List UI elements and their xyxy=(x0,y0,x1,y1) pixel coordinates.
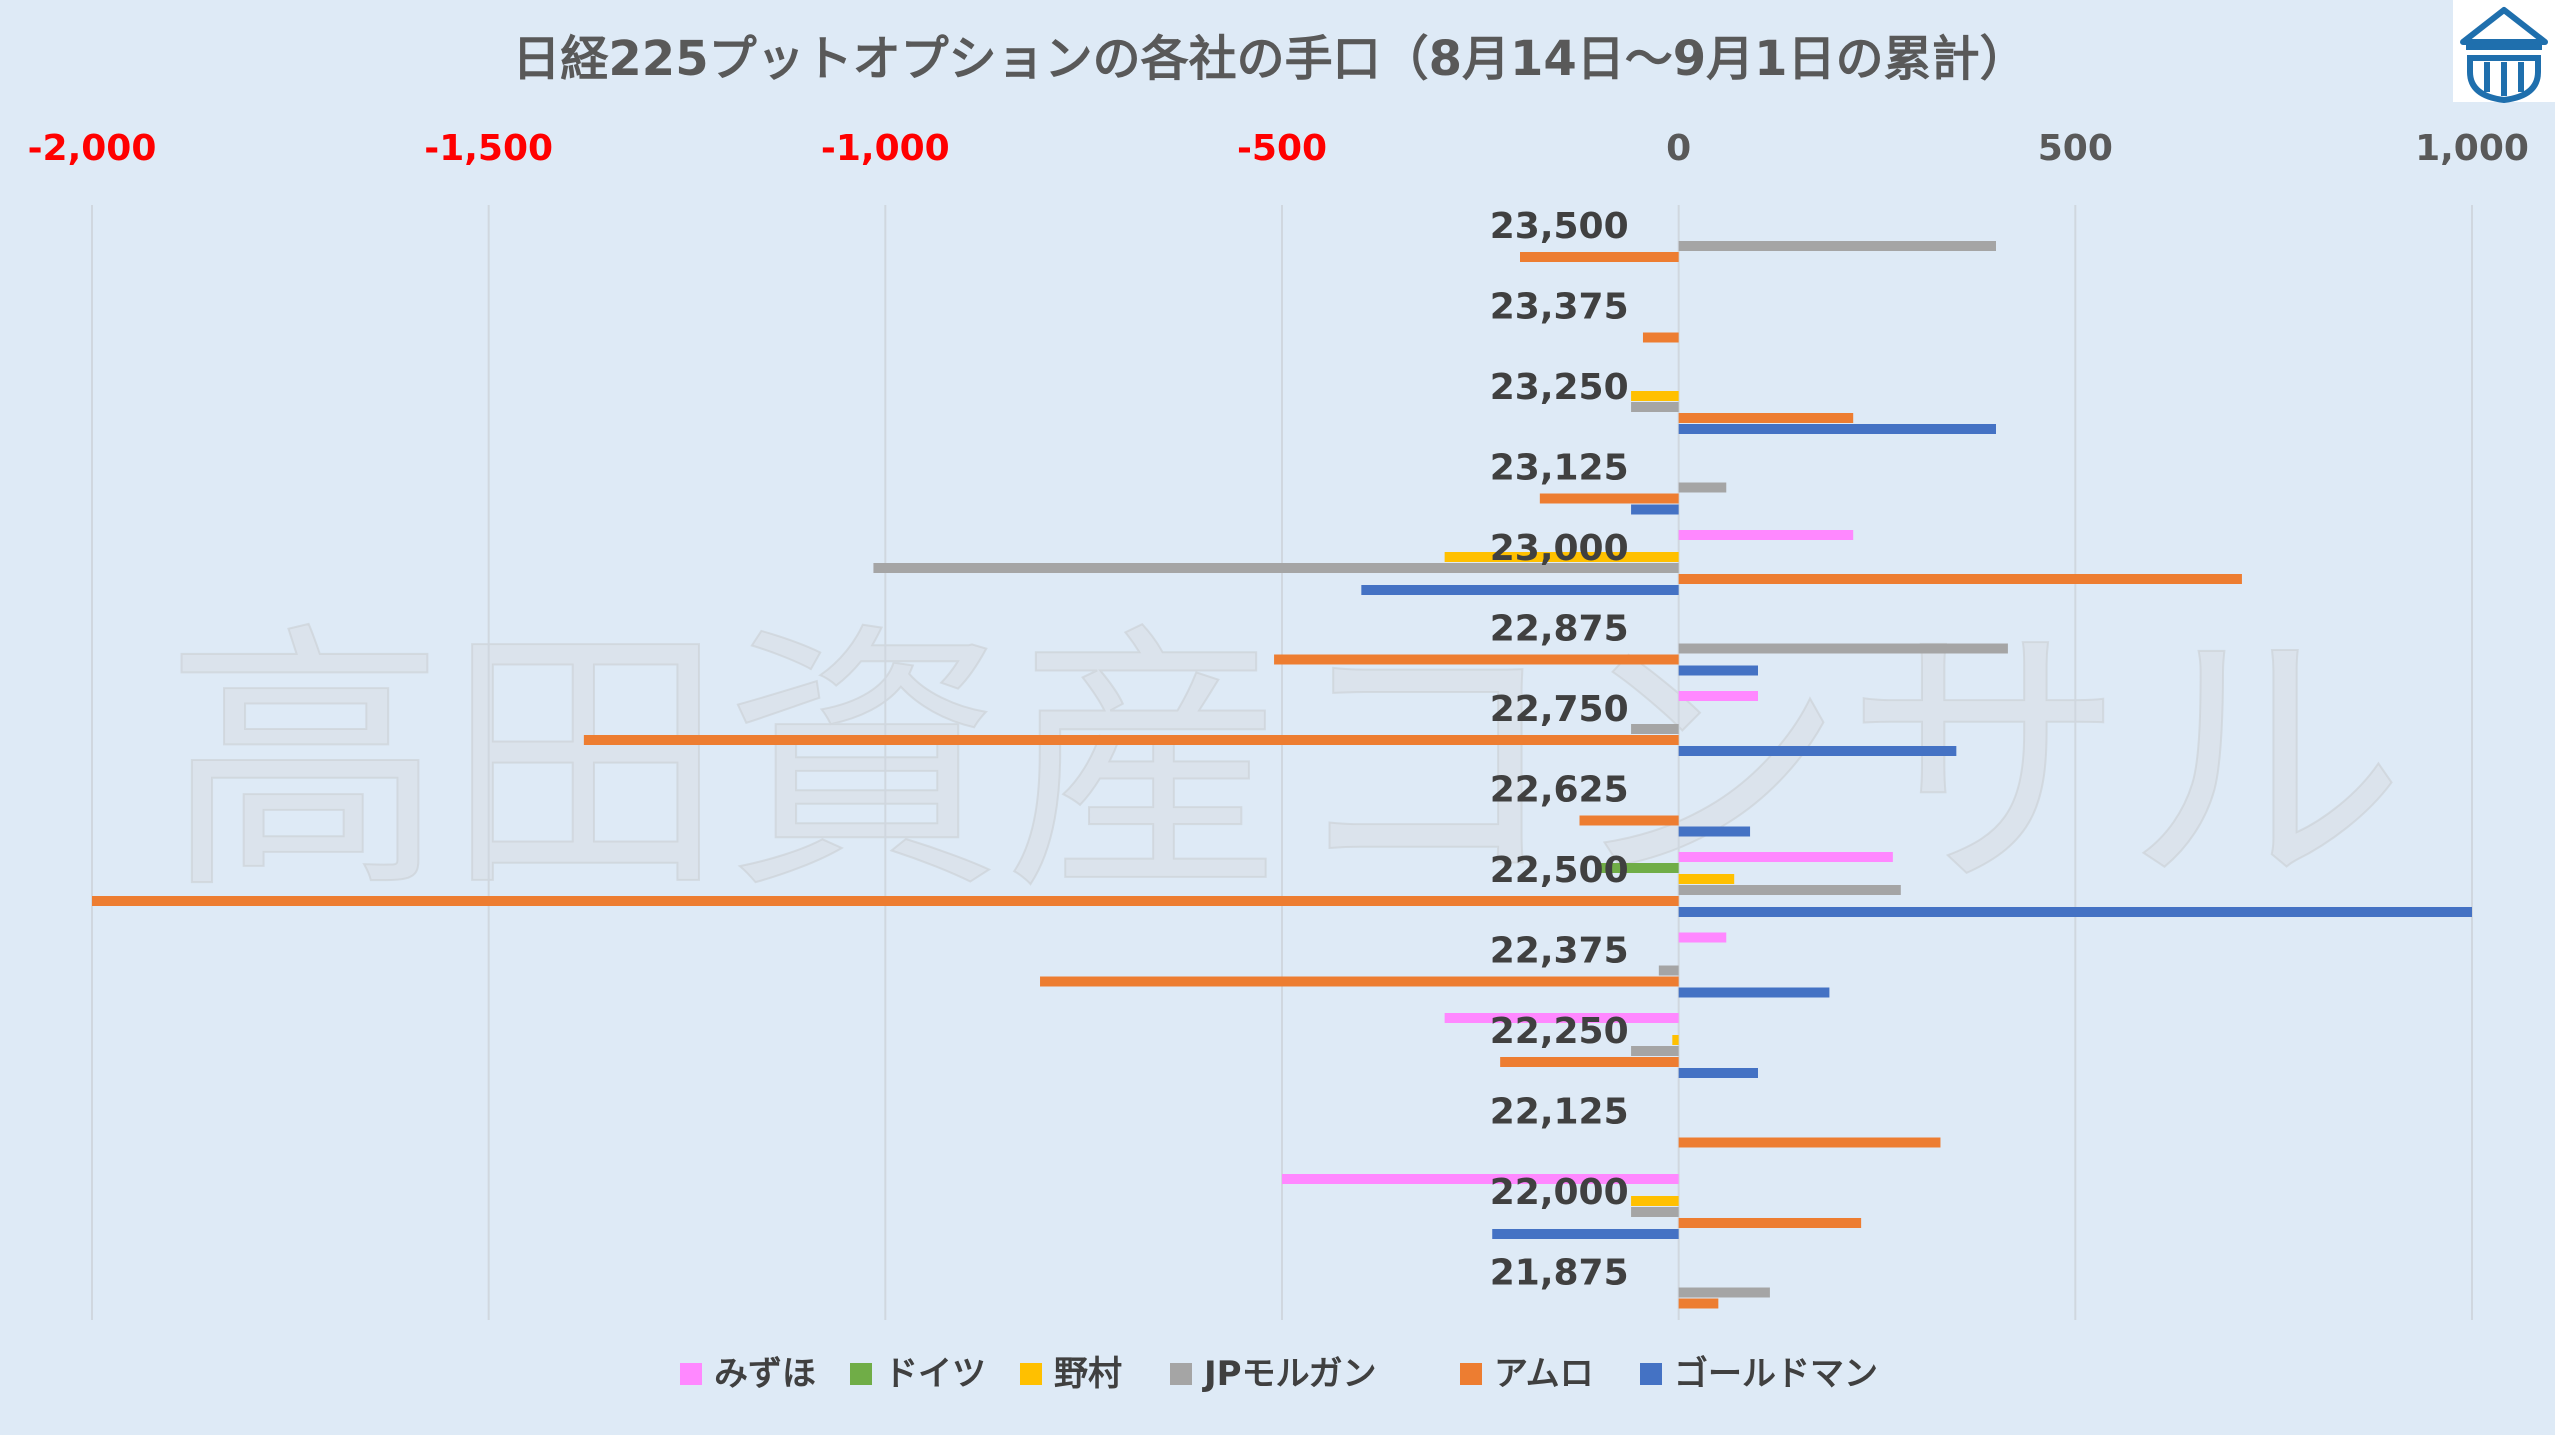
legend-swatch xyxy=(1170,1363,1192,1385)
bar xyxy=(1678,1218,1862,1228)
legend: みずほ ドイツ 野村 JPモルガン アムロ ゴールドマン xyxy=(680,1354,1878,1394)
category-label: 22,250 xyxy=(1490,1011,1629,1052)
category-label: 22,375 xyxy=(1490,931,1629,972)
bar xyxy=(1672,1035,1679,1045)
category-label: 22,500 xyxy=(1490,850,1629,891)
bar xyxy=(1678,746,1957,756)
bar xyxy=(1678,907,2472,917)
bar xyxy=(1274,654,1679,665)
legend-label: ドイツ xyxy=(884,1354,986,1394)
bar xyxy=(1631,391,1679,401)
bar xyxy=(1492,1229,1679,1239)
bar xyxy=(1678,1298,1719,1309)
category-label: 22,625 xyxy=(1490,770,1629,811)
bar xyxy=(1282,1174,1679,1184)
x-tick-label: -1,500 xyxy=(424,128,553,169)
bar xyxy=(1678,987,1830,998)
bar xyxy=(1678,482,1727,493)
legend-swatch xyxy=(680,1363,702,1385)
bar xyxy=(1579,815,1679,826)
bar xyxy=(1631,1046,1679,1056)
bar xyxy=(1631,724,1679,734)
bar xyxy=(1678,885,1901,895)
bar xyxy=(1642,332,1679,343)
category-label: 23,125 xyxy=(1490,448,1629,489)
legend-swatch xyxy=(1460,1363,1482,1385)
building-shield-icon xyxy=(2453,0,2555,104)
bar xyxy=(1658,965,1679,976)
chart-title: 日経225プットオプションの各社の手口（8月14日～9月1日の累計） xyxy=(512,31,2027,87)
category-label: 22,875 xyxy=(1490,609,1629,650)
gridlines xyxy=(91,205,2473,1320)
bar xyxy=(1500,1057,1679,1067)
x-tick-label: 0 xyxy=(1666,128,1691,169)
bar xyxy=(1678,530,1854,540)
category-label: 23,500 xyxy=(1490,206,1629,247)
x-tick-label: -1,000 xyxy=(821,128,950,169)
category-label: 22,000 xyxy=(1490,1172,1629,1213)
bar xyxy=(1520,252,1679,262)
bar xyxy=(1444,1013,1679,1023)
bar xyxy=(1631,1196,1679,1206)
bar xyxy=(1678,932,1727,943)
category-label: 23,250 xyxy=(1490,367,1629,408)
legend-label: JPモルガン xyxy=(1202,1354,1377,1394)
bar xyxy=(1678,874,1735,884)
bar xyxy=(1631,402,1679,412)
bar xyxy=(1040,976,1679,987)
legend-label: アムロ xyxy=(1494,1354,1594,1394)
bar xyxy=(1678,852,1893,862)
bar xyxy=(1678,691,1758,701)
bar xyxy=(1678,424,1996,434)
legend-label: 野村 xyxy=(1054,1354,1122,1394)
category-labels: 23,500 23,375 23,250 23,125 23,000 22,875 22,7… xyxy=(1490,206,1629,1294)
bar xyxy=(1678,826,1751,837)
category-label: 23,000 xyxy=(1490,528,1629,569)
bar xyxy=(1444,552,1679,562)
watermark: 高田資産コンサル xyxy=(165,601,2405,927)
legend-label: ゴールドマン xyxy=(1674,1354,1878,1394)
bars xyxy=(92,241,2472,1309)
category-label: 21,875 xyxy=(1490,1253,1629,1294)
x-tick-label: 1,000 xyxy=(2415,128,2529,169)
x-axis-ticks: -2,000 -1,500 -1,000 -500 0 500 1,000 xyxy=(28,128,2529,169)
category-label: 22,750 xyxy=(1490,689,1629,730)
bar xyxy=(1599,863,1679,873)
x-tick-label: 500 xyxy=(2038,128,2113,169)
bar xyxy=(873,563,1679,573)
x-tick-label: -2,000 xyxy=(28,128,157,169)
x-tick-label: -500 xyxy=(1237,128,1327,169)
bar xyxy=(1631,1207,1679,1217)
bar xyxy=(1678,643,2008,654)
bar xyxy=(92,896,1679,906)
legend-swatch xyxy=(850,1363,872,1385)
bar xyxy=(1678,241,1996,251)
bar xyxy=(1539,493,1679,504)
bar xyxy=(1678,1287,1770,1298)
legend-swatch xyxy=(1640,1363,1662,1385)
legend-label: みずほ xyxy=(714,1354,816,1394)
bar xyxy=(1678,574,2242,584)
bar xyxy=(1678,413,1854,423)
bar xyxy=(1631,504,1679,515)
bar xyxy=(1678,1068,1758,1078)
bar xyxy=(1361,585,1679,595)
legend-swatch xyxy=(1020,1363,1042,1385)
bar xyxy=(1678,665,1758,676)
category-label: 22,125 xyxy=(1490,1092,1629,1133)
category-label: 23,375 xyxy=(1490,287,1629,328)
bar xyxy=(1678,1137,1941,1148)
bar xyxy=(583,735,1679,745)
